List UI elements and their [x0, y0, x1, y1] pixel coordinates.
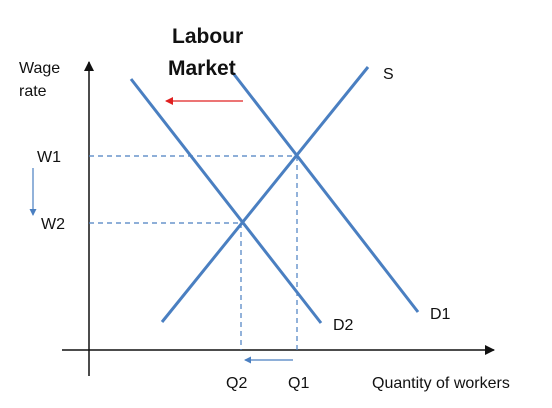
- w2-label: W2: [41, 216, 65, 233]
- d1-label: D1: [430, 306, 451, 323]
- supply-curve: [160, 66, 370, 323]
- y-axis-label-line-2: rate: [19, 83, 47, 100]
- w1-label: W1: [37, 149, 61, 166]
- demand-curve-d1: [231, 72, 420, 313]
- title-line-1: Labour: [172, 25, 243, 48]
- supply-label: S: [383, 66, 394, 83]
- d2-label: D2: [333, 317, 354, 334]
- demand-curve-d2: [129, 78, 323, 324]
- q2-label: Q2: [226, 375, 247, 392]
- q1-label: Q1: [288, 375, 309, 392]
- y-axis-label-line-1: Wage: [19, 60, 60, 77]
- x-axis-label: Quantity of workers: [372, 375, 510, 392]
- title-line-2: Market: [168, 57, 236, 80]
